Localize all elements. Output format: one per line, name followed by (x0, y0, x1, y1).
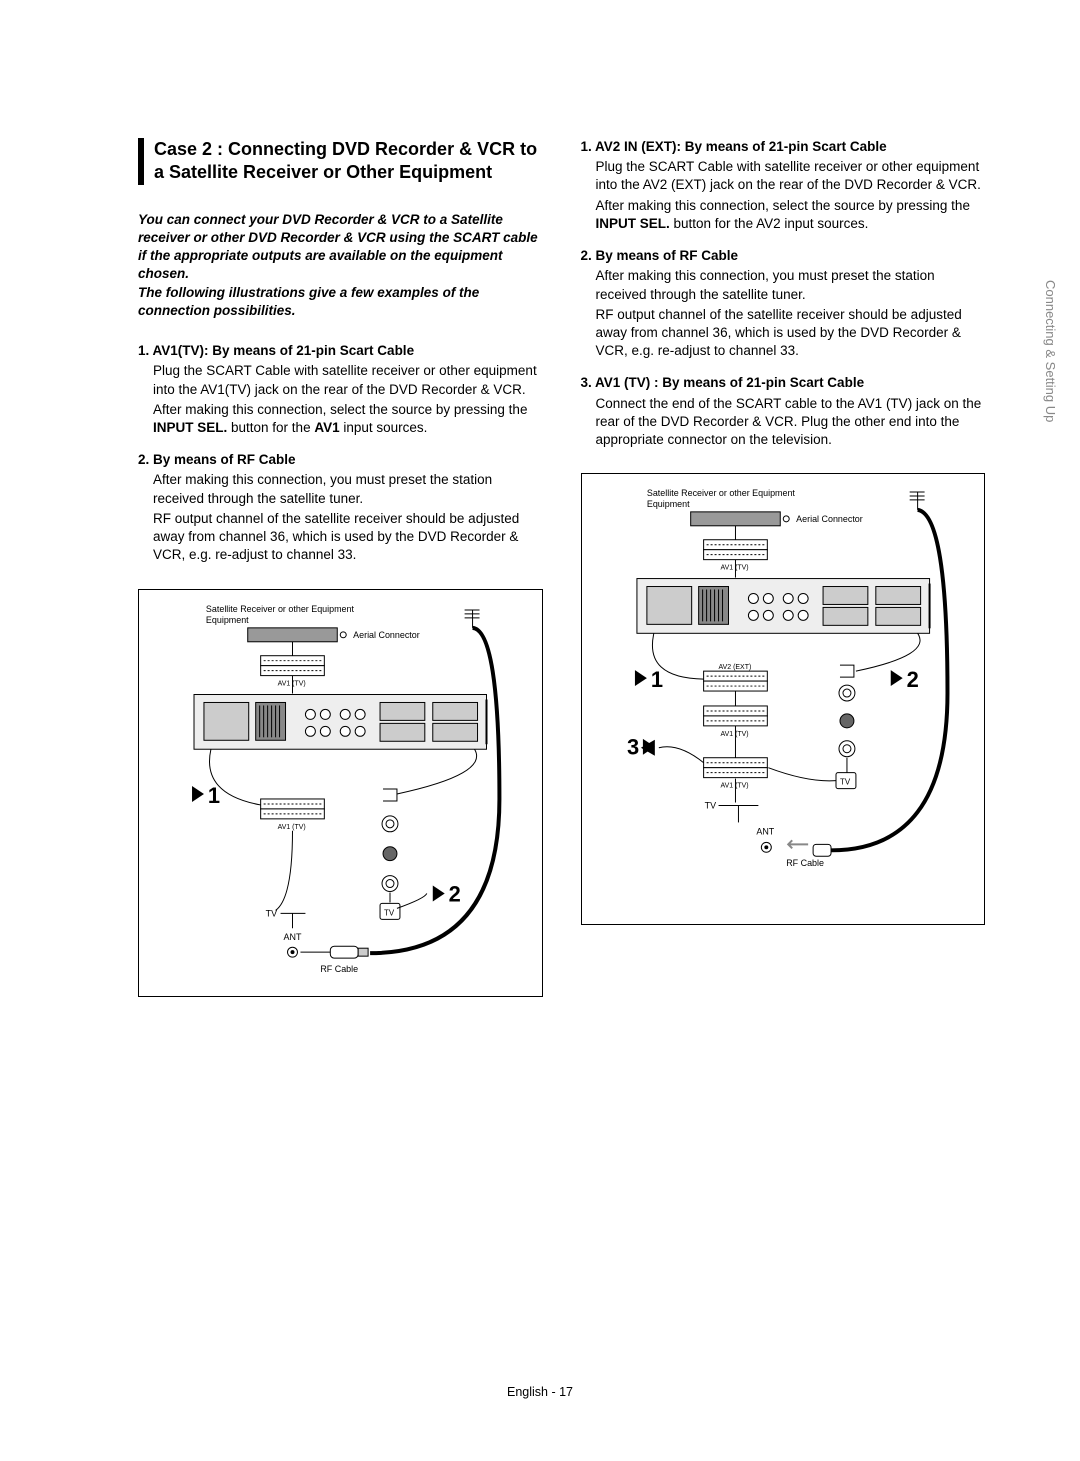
paragraph: After making this connection, select the… (596, 197, 986, 233)
intro-text: You can connect your DVD Recorder & VCR … (138, 211, 543, 320)
intro-part1: You can connect your DVD Recorder & VCR … (138, 212, 538, 282)
svg-text:ANT: ANT (756, 827, 774, 837)
svg-text:RF Cable: RF Cable (786, 859, 824, 869)
left-section-1: 1. AV1(TV): By means of 21-pin Scart Cab… (138, 342, 543, 437)
tv-label: TV (266, 908, 277, 918)
text: button for the (227, 420, 314, 435)
svg-text:1: 1 (650, 667, 662, 692)
sat-label2: Equipment (206, 614, 249, 624)
paragraph: RF output channel of the satellite recei… (153, 510, 543, 565)
right-diagram: Satellite Receiver or other Equipment Eq… (581, 473, 986, 925)
svg-text:AV1 (TV): AV1 (TV) (720, 565, 748, 572)
left-column: Case 2 : Connecting DVD Recorder & VCR t… (138, 138, 543, 997)
paragraph: After making this connection, you must p… (153, 471, 543, 507)
page-number: English - 17 (0, 1385, 1080, 1399)
paragraph: Plug the SCART Cable with satellite rece… (596, 158, 986, 194)
right-section-2: 2. By means of RF Cable After making thi… (581, 247, 986, 360)
svg-text:TV: TV (839, 778, 850, 787)
input-sel-label: INPUT SEL. (153, 420, 227, 435)
av1-label2: AV1 (TV) (278, 823, 306, 830)
text: After making this connection, select the… (153, 402, 527, 417)
left-section-2: 2. By means of RF Cable After making thi… (138, 451, 543, 564)
section-body: Plug the SCART Cable with satellite rece… (581, 158, 986, 233)
case-heading: Case 2 : Connecting DVD Recorder & VCR t… (138, 138, 543, 185)
section-heading: 1. AV1(TV): By means of 21-pin Scart Cab… (138, 342, 543, 360)
paragraph: Plug the SCART Cable with satellite rece… (153, 362, 543, 398)
aerial-icon (909, 492, 924, 510)
sat-box (248, 627, 338, 641)
section-body: After making this connection, you must p… (138, 471, 543, 564)
paragraph: RF output channel of the satellite recei… (596, 306, 986, 361)
aerial-icon (465, 609, 480, 627)
rf-plug (300, 946, 368, 958)
diagram-svg: Satellite Receiver or other Equipment Eq… (149, 600, 532, 986)
side-tab: Connecting & Setting Up (1043, 280, 1058, 422)
section-heading: 2. By means of RF Cable (581, 247, 986, 265)
text: input sources. (340, 420, 428, 435)
sat-box (690, 512, 780, 526)
paragraph: After making this connection, you must p… (596, 267, 986, 303)
marker-1: 1 (634, 667, 662, 692)
marker-1: 1 (192, 782, 220, 807)
text: button for the AV2 input sources. (670, 216, 869, 231)
svg-text:1: 1 (208, 782, 220, 807)
right-section-3: 3. AV1 (TV) : By means of 21-pin Scart C… (581, 374, 986, 449)
svg-text:AV2 (EXT): AV2 (EXT) (718, 664, 751, 671)
right-section-1: 1. AV2 IN (EXT): By means of 21-pin Scar… (581, 138, 986, 233)
rf-label: RF Cable (320, 964, 358, 974)
marker-2: 2 (890, 667, 918, 692)
sat-label: Satellite Receiver or other Equipment (646, 488, 795, 498)
svg-text:3: 3 (626, 735, 638, 760)
section-body: Connect the end of the SCART cable to th… (581, 395, 986, 450)
section-heading: 2. By means of RF Cable (138, 451, 543, 469)
section-body: Plug the SCART Cable with satellite rece… (138, 362, 543, 437)
aerial-label: Aerial Connector (796, 514, 863, 524)
diagram-svg: Satellite Receiver or other Equipment Eq… (592, 484, 975, 914)
svg-text:AV1 (TV): AV1 (TV) (720, 783, 748, 790)
ant-label: ANT (284, 932, 302, 942)
text: After making this connection, select the… (596, 198, 970, 213)
intro-part2: The following illustrations give a few e… (138, 285, 479, 318)
svg-text:TV: TV (384, 908, 395, 917)
marker-2: 2 (433, 881, 461, 906)
two-column-layout: Case 2 : Connecting DVD Recorder & VCR t… (138, 138, 985, 997)
sat-label2: Equipment (646, 499, 689, 509)
av1-label: AV1 (TV) (278, 680, 306, 687)
section-body: After making this connection, you must p… (581, 267, 986, 360)
av1-label: AV1 (314, 420, 339, 435)
svg-text:2: 2 (449, 881, 461, 906)
input-sel-label: INPUT SEL. (596, 216, 670, 231)
left-diagram: Satellite Receiver or other Equipment Eq… (138, 589, 543, 997)
section-heading: 1. AV2 IN (EXT): By means of 21-pin Scar… (581, 138, 986, 156)
paragraph: Connect the end of the SCART cable to th… (596, 395, 986, 450)
case-title: Case 2 : Connecting DVD Recorder & VCR t… (154, 138, 543, 185)
right-column: 1. AV2 IN (EXT): By means of 21-pin Scar… (581, 138, 986, 997)
section-heading: 3. AV1 (TV) : By means of 21-pin Scart C… (581, 374, 986, 392)
svg-text:AV1 (TV): AV1 (TV) (720, 731, 748, 738)
svg-text:2: 2 (906, 667, 918, 692)
svg-text:TV: TV (704, 801, 715, 811)
sat-label: Satellite Receiver or other Equipment (206, 603, 355, 613)
aerial-jack (340, 631, 346, 637)
page: Connecting & Setting Up Case 2 : Connect… (0, 0, 1080, 1461)
paragraph: After making this connection, select the… (153, 401, 543, 437)
aerial-label: Aerial Connector (353, 629, 420, 639)
